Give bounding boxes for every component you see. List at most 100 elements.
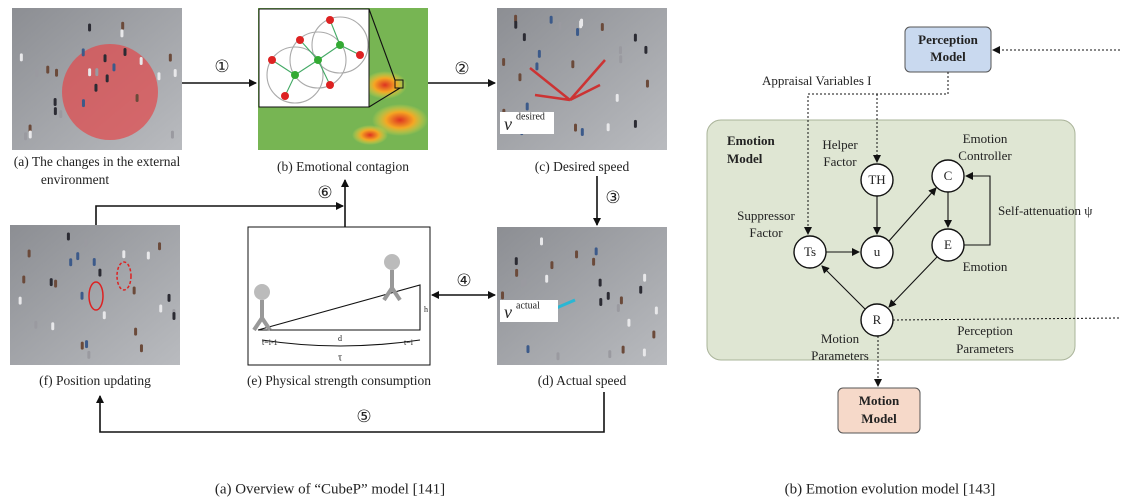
caption: (f) Position updating [39, 373, 151, 388]
motion-parameters: Motion [821, 331, 860, 346]
physical-distance: d [338, 334, 342, 343]
heat [352, 125, 388, 145]
person [526, 103, 529, 111]
person [55, 69, 58, 77]
person [20, 53, 23, 61]
person [592, 258, 595, 266]
motion-model: Model [861, 411, 897, 426]
person [639, 286, 642, 294]
emotion-model: Emotion [727, 133, 775, 148]
emotion-label: Emotion [963, 259, 1008, 274]
helper-factor: Helper [822, 137, 858, 152]
scene-f [10, 225, 180, 365]
node-label: TH [868, 172, 885, 187]
person [46, 66, 49, 74]
person [523, 33, 526, 41]
person [607, 292, 610, 300]
person [619, 55, 622, 63]
person [540, 237, 543, 245]
person [158, 242, 161, 250]
person [82, 48, 85, 56]
heat [363, 71, 407, 99]
person [643, 349, 646, 357]
person [35, 69, 38, 77]
motion-model: Motion [859, 393, 900, 408]
person [24, 132, 27, 140]
person [646, 80, 649, 88]
physical-start: t=i-1 [262, 338, 278, 347]
person [559, 22, 562, 30]
person [545, 275, 548, 283]
perception-model: Perception [918, 32, 978, 47]
desired-v: v [504, 114, 512, 134]
person [159, 304, 162, 312]
walker [384, 254, 400, 270]
person [579, 20, 582, 28]
person [29, 131, 32, 139]
person [556, 352, 559, 360]
person [617, 304, 620, 312]
node-label: R [873, 312, 882, 327]
person [85, 340, 88, 348]
person [524, 278, 527, 286]
physical-period: τ [338, 352, 342, 363]
motion-parameters: Parameters [811, 348, 869, 363]
person [599, 298, 602, 306]
step: ② [454, 59, 469, 78]
person [627, 319, 630, 327]
inset [259, 9, 369, 107]
person [103, 311, 106, 319]
person [535, 62, 538, 70]
person [515, 257, 518, 265]
person [98, 269, 101, 277]
person [608, 350, 611, 358]
person [655, 307, 658, 315]
person [67, 232, 70, 240]
person [514, 21, 517, 29]
person [87, 351, 90, 359]
perception-parameters: Parameters [956, 341, 1014, 356]
caption: (b) Emotional contagion [277, 159, 409, 174]
person [121, 22, 124, 30]
person [54, 98, 57, 106]
person [521, 279, 524, 287]
self-attenuation: Self-attenuation ψ [998, 203, 1092, 218]
person [122, 250, 125, 258]
person [550, 16, 553, 24]
person [550, 261, 553, 269]
person [575, 250, 578, 258]
person [644, 46, 647, 54]
person [81, 292, 84, 300]
step: ④ [456, 271, 471, 290]
caption: environment [41, 172, 109, 187]
step: ① [214, 57, 229, 76]
person [82, 99, 85, 107]
person [69, 258, 72, 266]
person [576, 28, 579, 36]
danger-zone [62, 44, 158, 140]
person [171, 131, 174, 139]
caption: (e) Physical strength consumption [247, 373, 431, 388]
person [95, 68, 98, 76]
node-label: C [944, 168, 953, 183]
person [599, 279, 602, 287]
perception-model: Model [930, 49, 966, 64]
perception-parameters: Perception [957, 323, 1013, 338]
person [134, 328, 137, 336]
person [526, 345, 529, 353]
step: ⑥ [317, 183, 332, 202]
step: ③ [605, 188, 620, 207]
person [54, 280, 57, 288]
person [574, 124, 577, 132]
caption: (c) Desired speed [535, 159, 630, 174]
person [88, 24, 91, 32]
person [157, 72, 160, 80]
suppressor-factor: Factor [749, 225, 783, 240]
person [28, 250, 31, 258]
physical-height: h [424, 305, 428, 314]
person [581, 128, 584, 136]
emotion-model: Model [727, 151, 763, 166]
person [571, 60, 574, 68]
person [652, 331, 655, 339]
person [174, 69, 177, 77]
